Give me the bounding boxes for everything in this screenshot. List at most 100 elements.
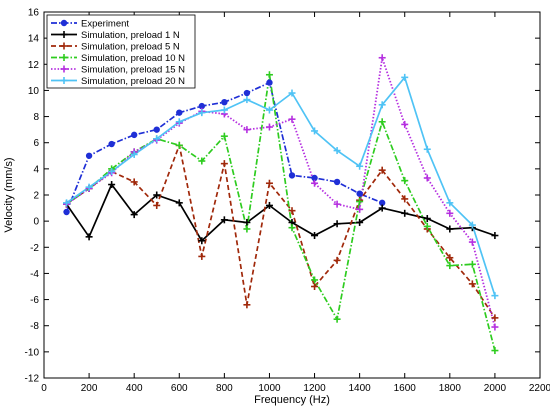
data-point-series-4 [220,132,228,140]
data-point-series-2 [198,237,206,245]
x-tick-label: 2200 [529,383,550,394]
data-point-series-6 [491,292,499,300]
data-point-series-2 [220,216,228,224]
legend-label: Simulation, preload 20 N [81,76,185,87]
series-line-3 [66,144,496,319]
y-tick-label: -10 [25,347,40,358]
legend-marker [60,42,68,50]
data-point-series-3 [198,252,206,260]
x-tick-label: 800 [216,383,233,394]
legend-box [46,14,196,89]
data-point-series-4 [468,260,476,268]
data-point-series-6 [265,106,273,114]
data-point-series-6 [153,135,161,143]
data-point-series-3 [491,314,499,322]
y-tick-label: -8 [30,321,39,332]
data-point-series-6 [423,145,431,153]
data-point-series-5 [333,200,341,208]
series-line-6 [66,76,496,296]
data-point-series-1 [153,126,160,133]
data-point-series-2 [311,232,319,240]
data-point-series-6 [198,109,206,117]
data-point-series-1 [108,140,115,148]
x-axis-label: Frequency (Hz) [254,394,330,406]
x-tick-label: 600 [171,383,188,394]
y-axis-label: Velocity (mm/s) [3,157,15,232]
data-point-series-1 [356,190,363,197]
data-point-series-4 [423,222,431,230]
data-point-series-1 [176,109,183,116]
data-point-series-3 [265,179,273,187]
data-point-series-2 [333,220,341,228]
data-point-series-6 [130,150,138,158]
series-line-5 [65,56,496,328]
data-point-series-2 [423,215,431,223]
data-point-series-6 [243,96,251,104]
data-point-series-3 [153,201,161,209]
data-point-series-2 [491,232,499,240]
legend-marker [60,65,68,73]
x-tick-label: 400 [126,383,143,394]
data-point-series-6 [356,162,364,170]
data-point-series-2 [85,233,93,241]
data-point-series-3 [468,280,476,288]
data-point-series-2 [243,218,251,226]
data-point-series-5 [265,123,273,131]
data-point-series-2 [130,211,138,219]
data-point-series-4 [198,157,206,165]
data-point-series-4 [175,141,183,149]
data-point-series-4 [356,198,364,206]
data-point-series-2 [175,199,183,207]
data-point-series-4 [288,224,296,232]
data-point-series-6 [108,167,116,175]
data-point-series-3 [288,207,296,215]
x-tick-label: 2000 [484,383,507,394]
data-point-series-4 [491,347,499,355]
data-point-series-3 [378,166,386,174]
x-tick-label: 1600 [394,383,417,394]
data-point-series-2 [153,191,161,199]
data-point-series-5 [468,238,476,246]
data-point-series-1 [63,208,70,216]
x-tick-label: 1000 [258,383,281,394]
data-point-series-1 [333,178,341,186]
data-point-series-1 [288,172,296,179]
data-point-series-4 [401,177,409,185]
y-tick-label: 8 [33,112,39,123]
data-point-series-5 [491,323,499,331]
data-point-series-5 [378,54,386,62]
y-tick-label: -2 [30,243,39,254]
y-tick-label: -6 [30,295,39,306]
data-point-series-6 [311,127,319,135]
data-point-series-3 [333,256,341,264]
y-tick-label: 14 [28,34,40,45]
y-tick-label: 12 [28,60,40,71]
legend-label: Simulation, preload 5 N [81,41,180,52]
y-tick-label: 16 [28,8,40,19]
legend-marker [60,19,68,27]
data-point-series-4 [446,262,454,270]
legend-marker [60,77,68,84]
data-point-series-2 [108,181,116,189]
legend-label: Simulation, preload 10 N [81,53,185,64]
data-point-series-4 [378,118,386,126]
data-point-series-5 [423,174,431,182]
x-tick-label: 1800 [439,383,462,394]
data-point-series-6 [401,73,409,81]
data-point-series-5 [288,115,296,123]
y-tick-label: 6 [33,138,39,149]
data-point-series-1 [221,98,228,106]
data-point-series-3 [220,160,228,168]
data-point-series-1 [266,79,273,86]
x-tick-label: 1400 [349,383,372,394]
legend-label: Experiment [81,18,129,29]
data-point-series-3 [243,301,251,309]
data-point-series-1 [85,152,93,159]
data-point-series-6 [63,199,71,207]
data-point-series-2 [401,209,409,217]
data-point-series-2 [446,225,454,233]
data-point-series-6 [175,118,183,126]
data-point-series-4 [333,315,341,323]
